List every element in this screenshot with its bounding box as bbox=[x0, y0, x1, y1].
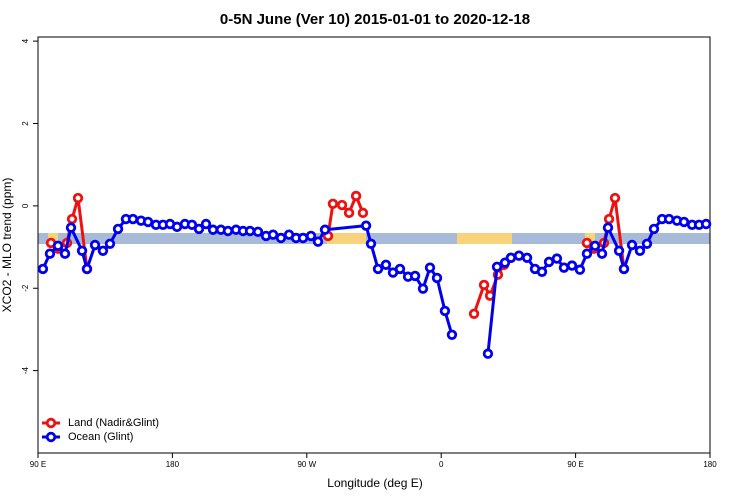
point bbox=[72, 192, 84, 204]
point bbox=[350, 190, 362, 202]
point bbox=[81, 263, 93, 275]
point bbox=[142, 216, 154, 228]
y-tick-label: 2 bbox=[21, 121, 30, 126]
point bbox=[380, 259, 392, 270]
chart-title: 0-5N June (Ver 10) 2015-01-01 to 2020-12… bbox=[220, 11, 530, 28]
land-band bbox=[457, 233, 512, 244]
point bbox=[365, 238, 377, 249]
point bbox=[491, 261, 503, 273]
point bbox=[394, 263, 406, 275]
point bbox=[44, 248, 56, 259]
point bbox=[581, 248, 593, 259]
point bbox=[372, 263, 384, 275]
point bbox=[297, 232, 309, 244]
point bbox=[200, 218, 212, 230]
point bbox=[613, 245, 625, 256]
x-tick-label: 90 E bbox=[30, 460, 46, 469]
y-tick-label: 4 bbox=[21, 38, 30, 43]
point bbox=[171, 221, 183, 233]
point bbox=[76, 245, 88, 256]
point bbox=[626, 239, 638, 251]
point bbox=[558, 262, 570, 273]
point bbox=[641, 238, 653, 249]
point bbox=[409, 270, 421, 282]
point bbox=[360, 220, 372, 231]
point bbox=[417, 283, 429, 294]
point bbox=[37, 263, 49, 275]
point bbox=[327, 198, 339, 210]
y-tick-label: -2 bbox=[21, 284, 30, 292]
point bbox=[551, 253, 563, 264]
point bbox=[89, 239, 101, 251]
surface-band bbox=[38, 233, 710, 244]
point bbox=[602, 222, 614, 233]
point bbox=[439, 305, 451, 317]
x-tick-label: 90 W bbox=[297, 460, 316, 469]
point bbox=[700, 218, 712, 230]
point bbox=[97, 245, 109, 256]
x-tick-label: 90 E bbox=[567, 460, 583, 469]
legend-marker bbox=[45, 431, 57, 443]
point bbox=[536, 266, 548, 277]
point bbox=[648, 223, 660, 235]
legend-marker bbox=[45, 417, 57, 429]
legend-label: Ocean (Glint) bbox=[68, 431, 133, 443]
point bbox=[468, 308, 480, 319]
land-band bbox=[585, 233, 595, 244]
plot-frame bbox=[37, 36, 711, 454]
point bbox=[336, 199, 348, 211]
point bbox=[305, 230, 317, 242]
point bbox=[609, 192, 621, 204]
point bbox=[574, 264, 586, 275]
point bbox=[678, 216, 690, 228]
point bbox=[566, 260, 578, 271]
point bbox=[186, 219, 198, 231]
point bbox=[543, 256, 555, 268]
point bbox=[521, 252, 533, 263]
y-tick-label: 0 bbox=[21, 203, 30, 208]
point bbox=[663, 213, 675, 225]
legend-label: Land (Nadir&Glint) bbox=[68, 417, 159, 429]
point bbox=[596, 248, 608, 259]
point bbox=[275, 232, 287, 244]
y-tick-label: -4 bbox=[21, 367, 30, 375]
point bbox=[252, 226, 264, 238]
point bbox=[357, 207, 369, 219]
x-tick-label: 180 bbox=[166, 460, 180, 469]
point bbox=[343, 207, 355, 219]
point bbox=[581, 237, 593, 249]
point bbox=[634, 245, 646, 256]
point bbox=[513, 250, 525, 261]
point bbox=[446, 329, 458, 340]
point bbox=[482, 348, 494, 359]
x-tick-label: 0 bbox=[439, 460, 444, 469]
point bbox=[59, 248, 71, 259]
point bbox=[193, 223, 205, 235]
point bbox=[618, 263, 630, 275]
point bbox=[65, 222, 77, 233]
point bbox=[267, 229, 279, 240]
point bbox=[112, 223, 124, 235]
x-axis-label: Longitude (deg E) bbox=[327, 476, 422, 490]
y-axis-label: XCO2 - MLO trend (ppm) bbox=[0, 178, 14, 313]
point bbox=[104, 238, 116, 249]
point bbox=[424, 262, 436, 273]
point bbox=[505, 252, 517, 263]
point bbox=[127, 213, 139, 225]
point bbox=[244, 225, 256, 237]
point bbox=[478, 279, 490, 291]
point bbox=[431, 272, 443, 284]
point bbox=[52, 240, 64, 252]
point bbox=[222, 225, 234, 237]
point bbox=[603, 213, 615, 225]
point bbox=[66, 213, 78, 225]
land-band bbox=[327, 233, 366, 244]
point bbox=[319, 224, 331, 235]
point bbox=[207, 224, 219, 235]
x-tick-label: 180 bbox=[703, 460, 717, 469]
point bbox=[312, 236, 324, 247]
point bbox=[589, 240, 601, 252]
